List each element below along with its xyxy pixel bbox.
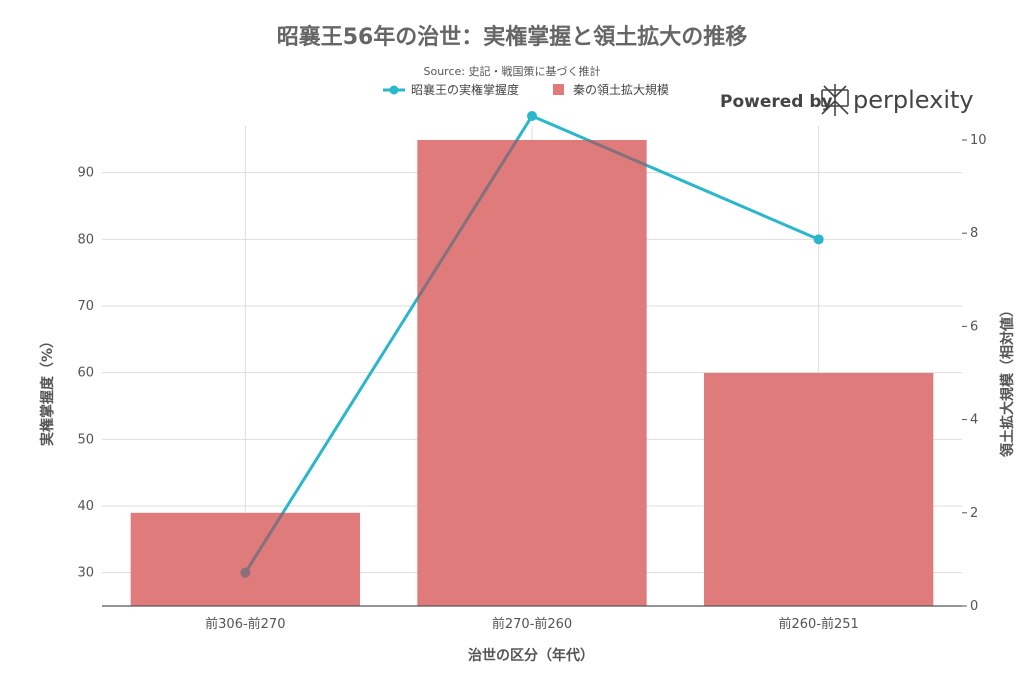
x-tick-label: 前270-前260 — [492, 616, 572, 632]
line-point — [527, 111, 537, 121]
powered-by-label: Powered by — [720, 92, 833, 112]
perplexity-logo-icon — [821, 84, 849, 116]
y2-axis-title: 領土拡大規模（相対値） — [999, 303, 1016, 457]
x-tick-label: 前306-前270 — [205, 616, 285, 632]
y-tick-label: 80 — [77, 232, 94, 247]
y2-tick-label: 6 — [970, 319, 978, 334]
y-axis-title: 実権掌握度（%） — [39, 334, 56, 446]
chart-subtitle: Source: 史記・戦国策に基づく推計 — [424, 64, 601, 78]
x-tick-label: 前260-前251 — [779, 616, 859, 632]
legend: 昭襄王の実権掌握度 秦の領土拡大規模 — [383, 82, 669, 97]
y-tick-label: 50 — [77, 432, 94, 447]
bar-series — [130, 139, 934, 606]
bar — [417, 139, 647, 606]
legend-bar-label: 秦の領土拡大規模 — [573, 82, 669, 97]
perplexity-wordmark: perplexity — [853, 86, 974, 114]
y-tick-label: 60 — [77, 366, 94, 381]
bar — [130, 512, 360, 606]
legend-bar-swatch — [553, 84, 564, 95]
y2-tick-label: 10 — [970, 133, 987, 148]
tick-labels: 30 40 50 60 70 80 90 0 2 4 6 8 10 前306-前270 前270-前260 前… — [77, 133, 986, 632]
y-tick-label: 90 — [77, 166, 94, 181]
y-tick-label: 30 — [77, 566, 94, 581]
line-point — [813, 234, 824, 245]
y2-tick-label: 8 — [970, 226, 978, 241]
y-tick-label: 40 — [77, 499, 94, 514]
line-point — [240, 567, 251, 578]
y2-tick-label: 2 — [970, 506, 978, 521]
axes — [102, 139, 967, 607]
y-tick-label: 70 — [77, 299, 94, 314]
branding: Powered by perplexity — [720, 84, 974, 116]
x-axis-title: 治世の区分（年代） — [468, 647, 594, 664]
chart-title: 昭襄王56年の治世：実権掌握と領土拡大の推移 — [277, 24, 748, 50]
legend-line-label: 昭襄王の実権掌握度 — [411, 82, 519, 97]
bar — [704, 372, 934, 606]
legend-line-marker — [389, 85, 399, 95]
y2-tick-label: 0 — [970, 599, 978, 614]
y2-tick-label: 4 — [970, 413, 978, 428]
